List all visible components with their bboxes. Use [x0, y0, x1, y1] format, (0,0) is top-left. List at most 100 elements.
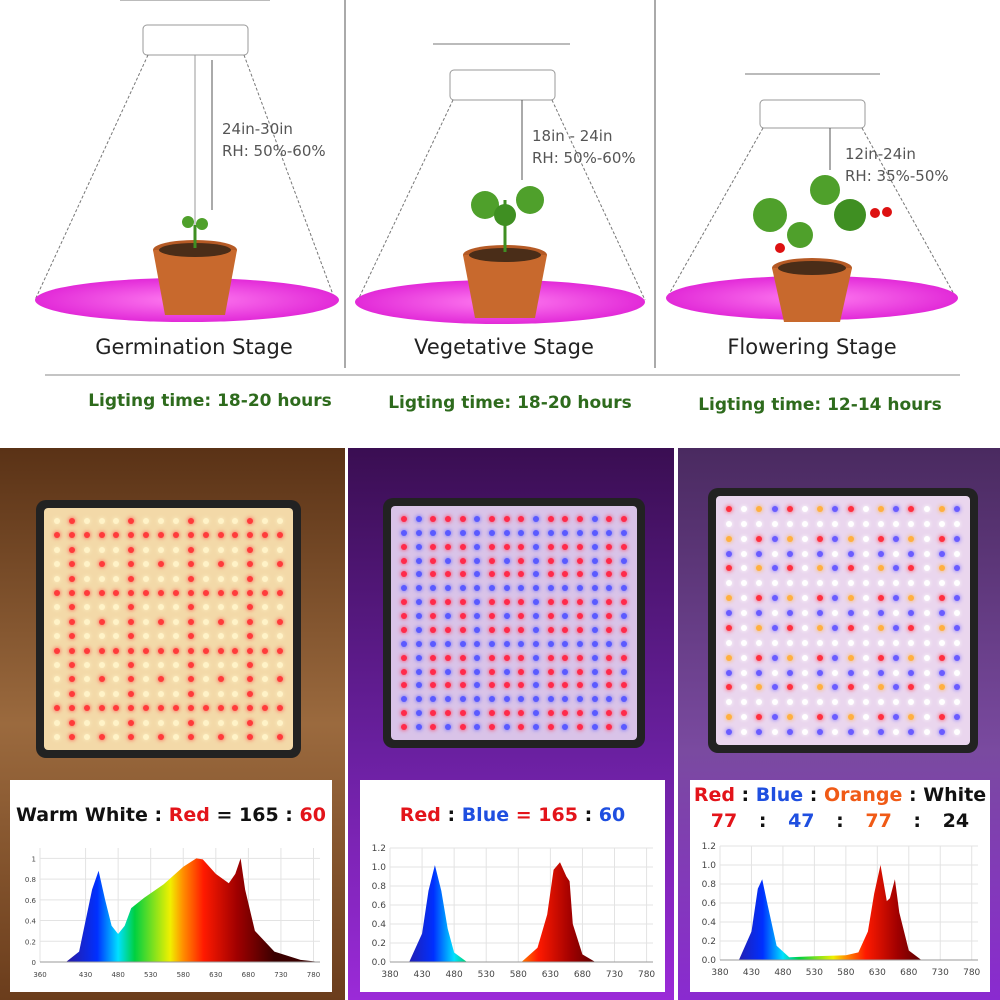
sep: : [803, 784, 825, 806]
led [158, 734, 165, 740]
led [187, 647, 194, 654]
led [591, 626, 598, 633]
led [277, 618, 283, 625]
led [172, 676, 179, 683]
led [862, 595, 869, 602]
led [187, 690, 194, 697]
led [415, 640, 422, 647]
led [68, 676, 75, 683]
y-tick-label: 0.8 [702, 880, 717, 890]
led [954, 595, 960, 602]
led [893, 729, 900, 735]
led [247, 690, 254, 697]
led [938, 729, 945, 735]
led [128, 662, 135, 668]
led [591, 557, 598, 564]
led [726, 684, 732, 691]
led [562, 543, 569, 550]
led [621, 529, 627, 536]
led [621, 654, 627, 661]
led [430, 640, 437, 647]
led [54, 618, 60, 625]
led [938, 624, 945, 631]
led [247, 546, 254, 553]
led [741, 654, 748, 661]
led [923, 520, 930, 527]
led [262, 734, 269, 740]
led [262, 690, 269, 697]
x-tick-label: 780 [307, 971, 320, 979]
led [802, 565, 808, 572]
led [954, 520, 960, 527]
led [577, 640, 583, 647]
sep: : [902, 784, 924, 806]
led [503, 571, 510, 578]
led [415, 516, 422, 522]
led [923, 535, 930, 542]
led [489, 529, 495, 536]
led [923, 729, 930, 735]
led [262, 676, 269, 683]
led [277, 532, 283, 539]
led [247, 532, 254, 539]
led [878, 550, 884, 557]
sep: = [509, 804, 539, 826]
led [862, 506, 869, 512]
value: 165 [239, 804, 279, 826]
led [533, 696, 539, 703]
led [143, 532, 150, 539]
led [786, 520, 793, 527]
led [172, 604, 179, 611]
led [533, 557, 539, 564]
y-tick-label: 1.0 [372, 863, 387, 873]
led [802, 535, 808, 542]
led [908, 669, 915, 676]
led [817, 714, 824, 721]
led [756, 610, 763, 617]
led [54, 719, 60, 726]
led [591, 710, 598, 717]
led [908, 520, 915, 527]
led [547, 626, 554, 633]
x-tick-label: 680 [574, 970, 591, 980]
led [503, 585, 510, 592]
label: Red [168, 804, 210, 826]
led [445, 557, 451, 564]
led [68, 561, 75, 568]
led [862, 535, 869, 542]
led [577, 710, 583, 717]
led [187, 604, 194, 611]
led [741, 565, 748, 572]
led [83, 705, 90, 712]
led [158, 575, 165, 582]
ratio-text: Red : Blue = 165 : 60 [360, 804, 665, 826]
led [878, 684, 884, 691]
led [98, 518, 105, 524]
led [445, 626, 451, 633]
led [277, 590, 283, 596]
led [832, 669, 839, 676]
led [862, 580, 869, 587]
label: Blue [755, 784, 804, 806]
led [606, 640, 613, 647]
led [741, 699, 748, 706]
led [158, 662, 165, 668]
led [98, 618, 105, 625]
led [726, 714, 732, 721]
led [187, 518, 194, 524]
led [786, 610, 793, 617]
led [938, 520, 945, 527]
led [474, 724, 481, 730]
led [908, 699, 915, 706]
led [430, 585, 437, 592]
stage-title: Vegetative Stage [414, 335, 594, 359]
led [172, 590, 179, 596]
led [562, 585, 569, 592]
led [415, 724, 422, 730]
led [954, 714, 960, 721]
led [202, 734, 209, 740]
led [474, 626, 481, 633]
led [606, 724, 613, 730]
led [445, 668, 451, 675]
led [445, 543, 451, 550]
